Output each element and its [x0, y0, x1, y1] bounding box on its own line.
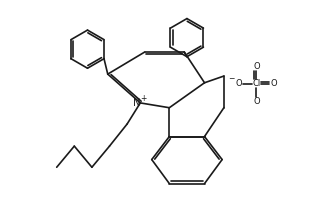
Text: N: N: [133, 98, 140, 108]
Text: O: O: [236, 79, 242, 88]
Text: O: O: [270, 79, 277, 88]
Text: +: +: [140, 94, 146, 103]
Text: O: O: [253, 62, 260, 71]
Text: O: O: [253, 97, 260, 106]
Text: −: −: [228, 74, 235, 83]
Text: Cl: Cl: [252, 79, 261, 88]
